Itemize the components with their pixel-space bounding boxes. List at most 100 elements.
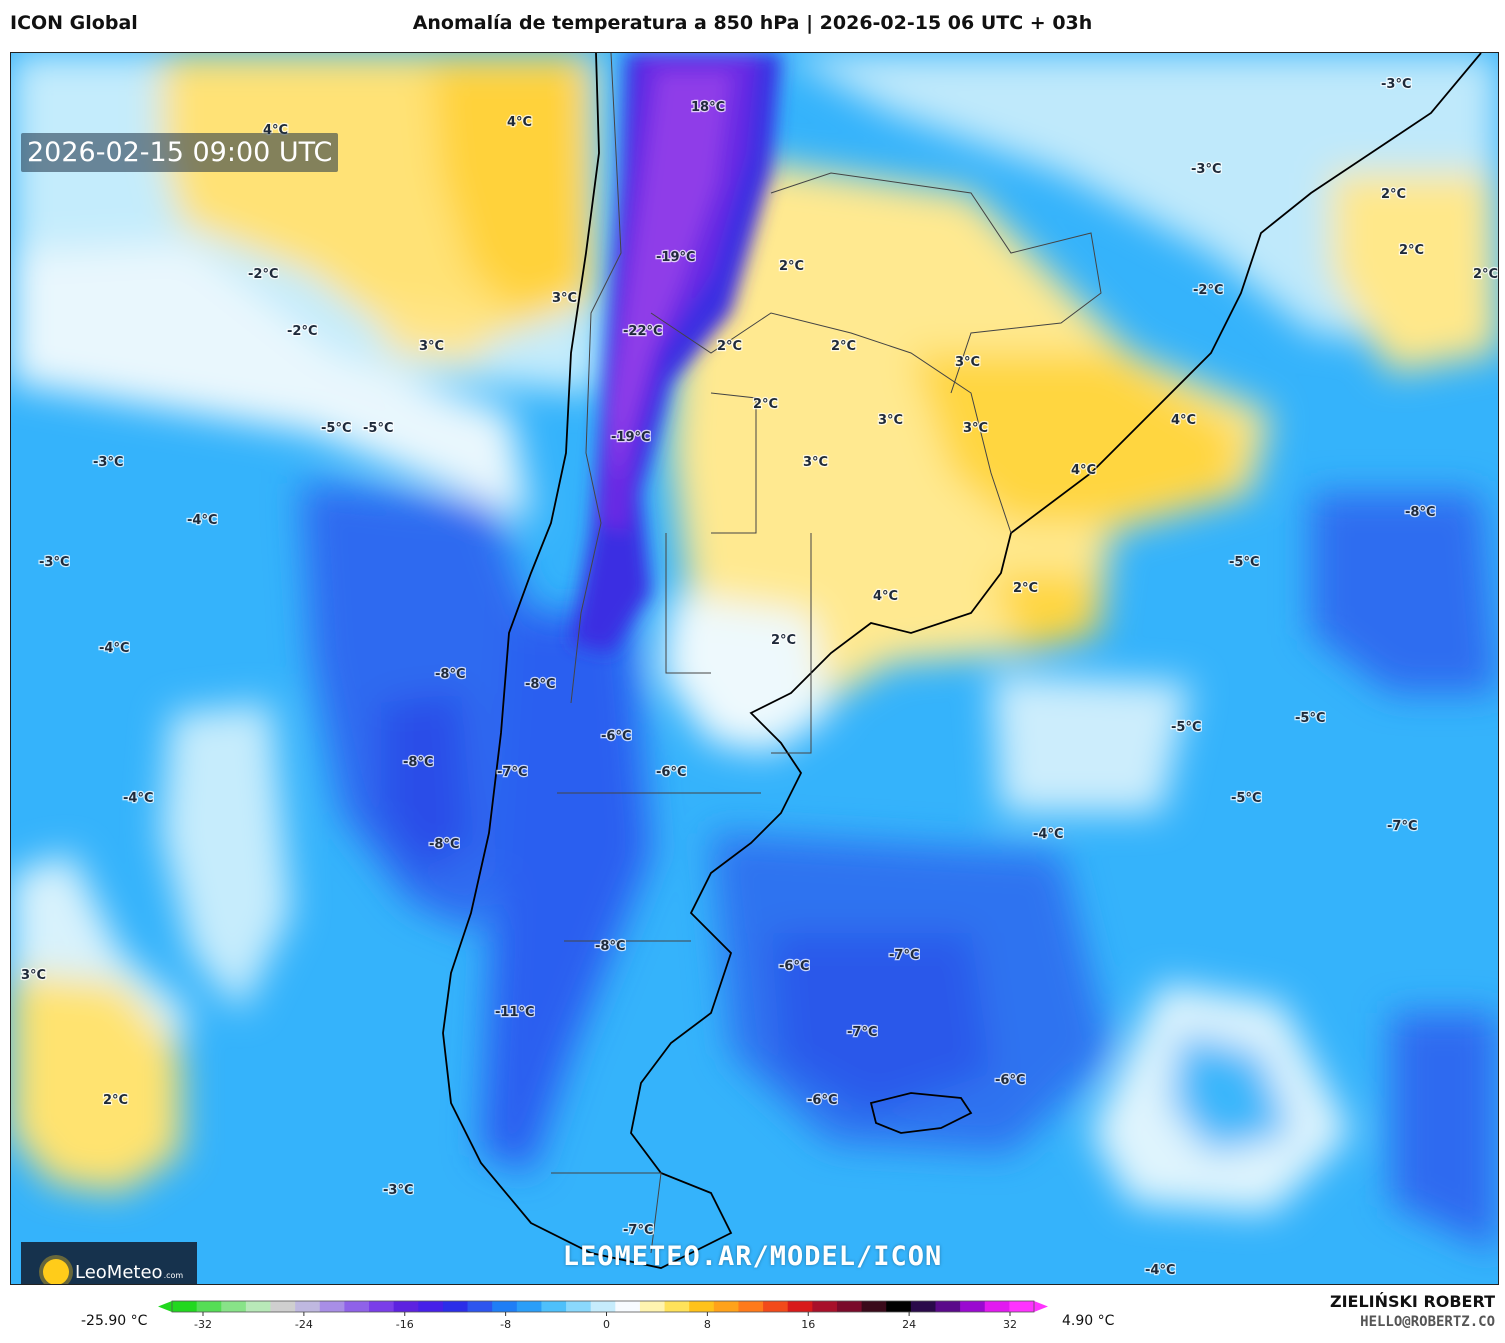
colorbar-swatch xyxy=(295,1301,321,1312)
colorbar-tick-label: -32 xyxy=(194,1318,212,1331)
borders xyxy=(551,53,1102,1254)
temperature-label: -11°C xyxy=(495,1005,535,1020)
temperature-label: -5°C xyxy=(1171,720,1201,735)
temperature-label: -8°C xyxy=(525,677,555,692)
temperature-label: 2°C xyxy=(103,1093,128,1108)
author-name: ZIELIŃSKI ROBERT xyxy=(1329,1292,1495,1311)
colorbar-tick-label: 8 xyxy=(704,1318,711,1331)
temperature-label: -5°C xyxy=(1295,711,1325,726)
colorbar-swatch xyxy=(245,1301,272,1312)
colorbar-right-arrow xyxy=(1034,1301,1048,1312)
colorbar-tick-label: 16 xyxy=(801,1318,815,1331)
colorbar-swatch xyxy=(172,1301,198,1312)
colorbar-tick-label: -16 xyxy=(396,1318,414,1331)
temperature-label: -4°C xyxy=(99,641,129,656)
temperature-label: -3°C xyxy=(93,455,123,470)
temperature-label: -7°C xyxy=(847,1025,877,1040)
temperature-label: -8°C xyxy=(435,667,465,682)
temperature-label: -2°C xyxy=(1193,283,1223,298)
colorbar-legend: -32 -24 -16 -8 0 8 16 24 32 xyxy=(0,1290,1505,1339)
colorbar-swatch xyxy=(763,1301,789,1312)
temperature-label: -6°C xyxy=(807,1093,837,1108)
temperature-label: -8°C xyxy=(429,837,459,852)
temperature-label: -3°C xyxy=(1381,77,1411,92)
temperature-label: 3°C xyxy=(878,413,903,428)
temperature-label: -5°C xyxy=(363,421,393,436)
colorbar-swatch xyxy=(590,1301,616,1312)
colorbar-tick-label: -8 xyxy=(500,1318,511,1331)
temperature-label: 3°C xyxy=(21,968,46,983)
temperature-label: 3°C xyxy=(552,291,577,306)
andes-cold-anomaly xyxy=(571,53,781,653)
temperature-label: 2°C xyxy=(831,339,856,354)
temperature-label: -2°C xyxy=(287,324,317,339)
temperature-label: 2°C xyxy=(779,259,804,274)
colorbar-tick-label: 24 xyxy=(902,1318,916,1331)
colorbar-swatch xyxy=(960,1301,986,1312)
temperature-label: -7°C xyxy=(1387,819,1417,834)
colorbar-swatch xyxy=(442,1301,469,1312)
temperature-anomaly-map: 4°C 4°C 18°C -3°C -3°C 2°C 2°C 2°C -2°C -19°C 2°C -… xyxy=(11,53,1498,1284)
temperature-label: -4°C xyxy=(1145,1263,1175,1278)
temperature-label: 2°C xyxy=(1381,187,1406,202)
map-panel[interactable]: 4°C 4°C 18°C -3°C -3°C 2°C 2°C 2°C -2°C -19°C 2°C -… xyxy=(10,52,1499,1285)
temperature-label: -4°C xyxy=(123,791,153,806)
temperature-label: -6°C xyxy=(779,959,809,974)
colorbar-max-label: 4.90 °C xyxy=(1062,1313,1115,1329)
colorbar: -32 -24 -16 -8 0 8 16 24 32 xyxy=(158,1300,1048,1331)
chart-title: Anomalía de temperatura a 850 hPa | 2026… xyxy=(412,12,1093,34)
temperature-label: 2°C xyxy=(771,633,796,648)
temperature-label: -6°C xyxy=(656,765,686,780)
temperature-label: 2°C xyxy=(1473,267,1498,282)
coastline xyxy=(442,53,1482,1269)
colorbar-swatch xyxy=(910,1301,936,1312)
temperature-label: -2°C xyxy=(248,267,278,282)
colorbar-swatch xyxy=(664,1301,690,1312)
temperature-label: -19°C xyxy=(656,250,696,265)
temperature-label: -4°C xyxy=(1033,827,1063,842)
colorbar-swatch xyxy=(344,1301,370,1312)
temperature-label: -19°C xyxy=(611,430,651,445)
colorbar-swatch xyxy=(984,1301,1010,1312)
temperature-label: 4°C xyxy=(1071,463,1096,478)
temperature-label: 3°C xyxy=(803,455,828,470)
colorbar-tick-label: 32 xyxy=(1003,1318,1017,1331)
temperature-label: 3°C xyxy=(955,355,980,370)
colorbar-swatch xyxy=(196,1301,222,1312)
temperature-label: 18°C xyxy=(691,100,725,115)
temperature-label: -7°C xyxy=(623,1223,653,1238)
author-email[interactable]: HELLO@ROBERTZ.CO xyxy=(1360,1314,1495,1330)
temperature-label: -6°C xyxy=(995,1073,1025,1088)
colorbar-swatch xyxy=(935,1301,961,1312)
temperature-label: 4°C xyxy=(1171,413,1196,428)
colorbar-swatch xyxy=(639,1301,666,1312)
colorbar-swatch xyxy=(861,1301,887,1312)
model-title: ICON Global xyxy=(10,12,138,34)
leometeo-logo[interactable]: LeoMeteo .com xyxy=(21,1242,197,1284)
colorbar-swatch xyxy=(566,1301,592,1312)
colorbar-swatch xyxy=(418,1301,444,1312)
logo-suffix: .com xyxy=(163,1270,184,1280)
temperature-label: -6°C xyxy=(601,729,631,744)
colorbar-swatch xyxy=(221,1301,247,1312)
colorbar-swatch xyxy=(787,1301,813,1312)
temperature-label: 2°C xyxy=(1399,243,1424,258)
temperature-label: 2°C xyxy=(753,397,778,412)
temperature-label: -5°C xyxy=(321,421,351,436)
temperature-label: -4°C xyxy=(187,513,217,528)
logo-name: LeoMeteo xyxy=(75,1261,163,1283)
colorbar-swatch xyxy=(689,1301,715,1312)
colorbar-tick-label: -24 xyxy=(295,1318,313,1331)
colorbar-swatch xyxy=(393,1301,419,1312)
temperature-label: 2°C xyxy=(1013,581,1038,596)
map-timestamp: 2026-02-15 09:00 UTC xyxy=(21,133,339,172)
colorbar-swatch xyxy=(369,1301,395,1312)
temperature-label: 4°C xyxy=(507,115,532,130)
colorbar-swatch xyxy=(1009,1301,1035,1312)
sun-icon xyxy=(43,1259,69,1284)
colorbar-swatch xyxy=(270,1301,296,1312)
colorbar-min-label: -25.90 °C xyxy=(81,1313,148,1329)
colorbar-swatch xyxy=(615,1301,641,1312)
colorbar-swatch xyxy=(738,1301,764,1312)
temperature-label: -3°C xyxy=(1191,162,1221,177)
